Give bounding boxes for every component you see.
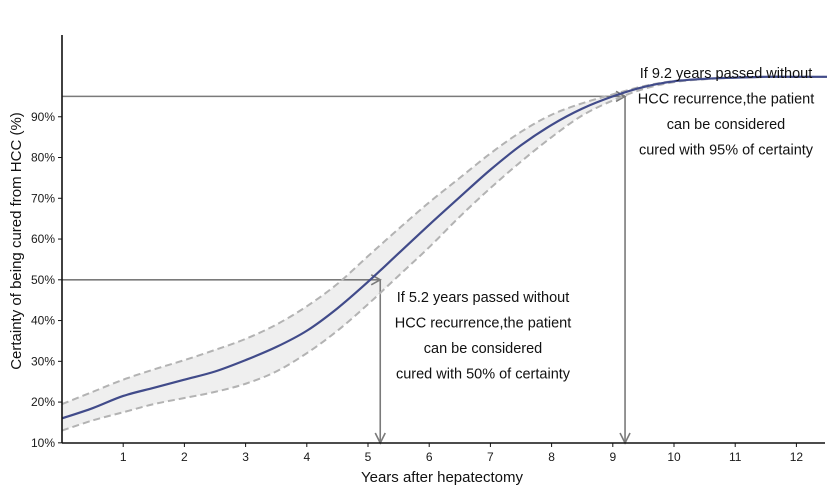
annotation-line: If 5.2 years passed without [397,290,570,306]
y-tick-label: 30% [31,354,55,368]
x-tick-label: 4 [303,450,310,464]
x-tick-label: 12 [790,450,804,464]
y-tick-label: 70% [31,191,55,205]
x-tick-label: 2 [181,450,188,464]
y-tick-label: 50% [31,273,55,287]
annotation-line: HCC recurrence,the patient [638,92,815,108]
x-tick-label: 11 [729,450,742,464]
annotations-layer: If 5.2 years passed without HCC recurrenc… [395,66,815,383]
annotation-line: cured with 50% of certainty [396,367,571,383]
x-axis-title: Years after hepatectomy [361,469,524,486]
y-tick-label: 40% [31,314,55,328]
annotation-block: If 9.2 years passed without HCC recurrenc… [638,66,815,159]
annotation-line: If 9.2 years passed without [640,66,813,82]
annotation-line: can be considered [424,341,543,357]
y-axis-title: Certainty of being cured from HCC (%) [8,112,25,370]
y-tick-label: 10% [31,436,55,450]
x-tick-label: 8 [548,450,555,464]
x-tick-label: 6 [426,450,433,464]
annotation-block: If 5.2 years passed without HCC recurrenc… [395,290,572,383]
annotation-line: cured with 95% of certainty [639,143,814,159]
y-tick-label: 80% [31,151,55,165]
y-tick-label: 20% [31,395,55,409]
x-tick-label: 7 [487,450,494,464]
estimate-line [62,75,827,420]
confidence-band [62,76,827,431]
series-layer [62,75,827,432]
annotation-line: can be considered [667,117,786,133]
x-tick-label: 1 [120,450,127,464]
confidence-band-layer [62,76,827,431]
y-tick-label: 60% [31,232,55,246]
ticks-layer: 1 2 3 4 5 6 7 8 9 10 11 1210%20%30%40%50%60%70%80%9… [31,110,803,464]
y-tick-label: 90% [31,110,55,124]
reference-lines-layer [62,90,631,445]
x-tick-label: 3 [242,450,249,464]
x-tick-label: 10 [667,450,681,464]
annotation-line: HCC recurrence,the patient [395,316,572,332]
x-tick-label: 5 [365,450,372,464]
x-tick-label: 9 [609,450,616,464]
